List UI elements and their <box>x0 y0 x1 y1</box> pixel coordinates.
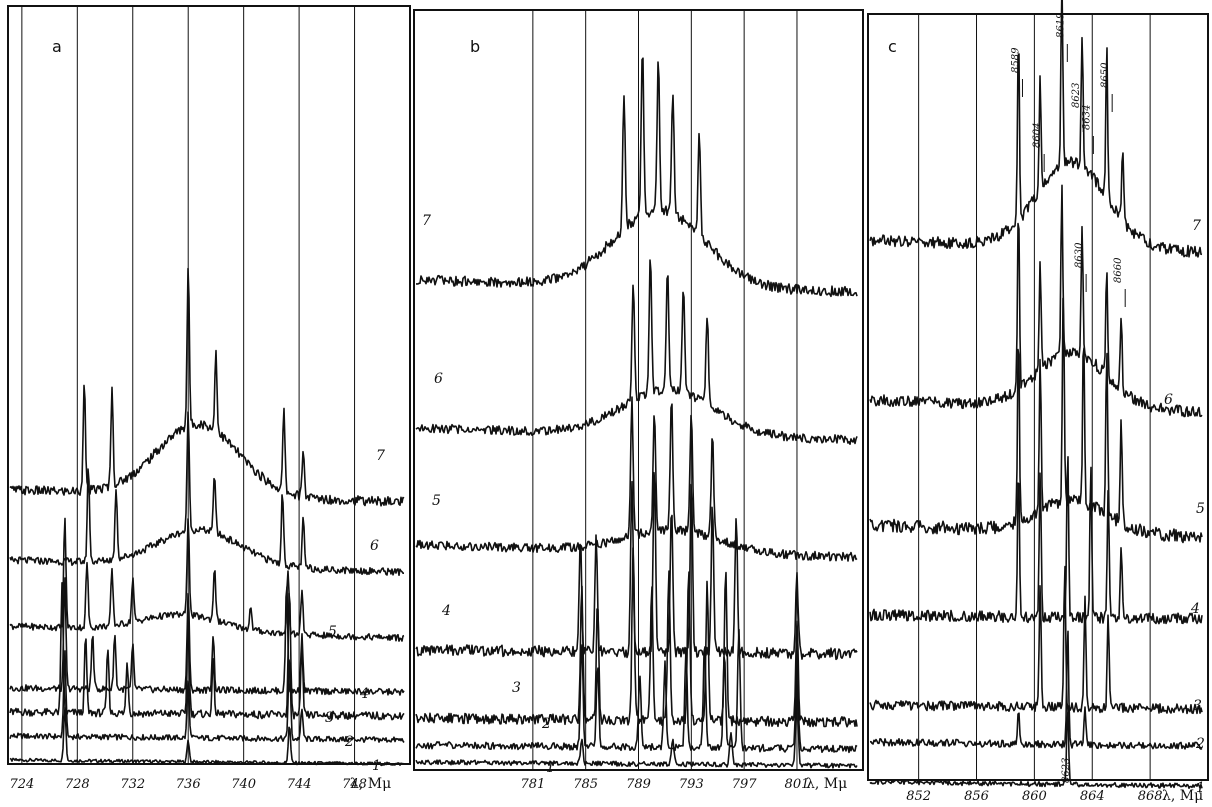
trace-line-1 <box>415 684 858 769</box>
trace-label: 3 <box>512 680 521 696</box>
x-tick-label: 797 <box>732 777 758 792</box>
trace-label: 1 <box>546 760 555 776</box>
trace-line-5 <box>415 396 858 562</box>
peak-wavelength-label: 8650 <box>1100 62 1111 88</box>
x-tick-label: 852 <box>906 789 931 804</box>
x-axis-label: λ, Mμ <box>350 776 391 792</box>
trace-line-3 <box>869 565 1203 715</box>
peak-wavelength-label: 8589 <box>1010 47 1021 73</box>
trace-line-7 <box>9 267 405 507</box>
x-tick-label: 744 <box>287 777 312 792</box>
peak-wavelength-label: 8660 <box>1113 257 1124 283</box>
trace-label: 7 <box>376 448 385 464</box>
panel-c: 852 856 860 864 868 λ, Mμ c 1 2 3 4 5 6 7 8589 8604 8619… <box>867 0 1209 804</box>
panel-letter: c <box>888 37 897 56</box>
trace-label: 6 <box>434 371 443 387</box>
x-tick-label: 740 <box>231 777 256 792</box>
x-tick-label: 860 <box>1022 789 1047 804</box>
panel-c-frame <box>867 13 1209 781</box>
trace-label: 3 <box>1193 698 1202 714</box>
trace-label: 5 <box>432 493 441 509</box>
panel-letter: b <box>470 37 480 56</box>
x-tick-label: 724 <box>9 777 34 792</box>
trace-line-7 <box>416 57 858 298</box>
trace-label: 1 <box>1196 780 1205 796</box>
x-axis-label: λ, Mμ <box>806 776 847 792</box>
peak-wavelength-label: 8604 <box>1032 123 1043 148</box>
x-tick-label: 785 <box>573 777 598 792</box>
trace-line-1 <box>869 709 1203 790</box>
x-tick-label: 728 <box>65 777 90 792</box>
trace-label: 4 <box>441 603 451 619</box>
peak-wavelength-label: 8634 <box>1081 105 1092 130</box>
trace-line-6 <box>869 184 1203 418</box>
trace-line-5 <box>869 297 1203 544</box>
peak-wavelength-label: 8619 <box>1055 12 1066 38</box>
trace-label: 3 <box>325 710 334 726</box>
trace-label: 2 <box>344 734 354 750</box>
x-tick-label: 864 <box>1080 789 1105 804</box>
x-tick-label: 789 <box>626 777 651 792</box>
trace-label: 2 <box>1195 736 1205 752</box>
trace-label: 4 <box>1190 601 1200 617</box>
trace-line-5 <box>9 517 405 642</box>
trace-line-3 <box>415 547 858 728</box>
x-tick-label: 732 <box>120 777 145 792</box>
panel-letter: a <box>52 37 62 56</box>
peak-wavelength-label: 8630 <box>1074 242 1085 268</box>
panel-a-frame <box>7 5 411 765</box>
x-tick-label: 801 <box>785 777 810 792</box>
trace-line-2 <box>9 650 405 744</box>
trace-line-1 <box>9 706 405 767</box>
trace-line-4 <box>9 577 405 696</box>
trace-label: 5 <box>1196 501 1205 517</box>
x-tick-label: 748 <box>342 777 367 792</box>
peak-wavelength-label: 8623 <box>1071 83 1082 108</box>
peak-wavelength-label: 8623 <box>1061 758 1072 783</box>
trace-line-4 <box>415 471 858 661</box>
trace-label: 7 <box>1192 218 1201 234</box>
trace-line-4 <box>869 455 1203 625</box>
x-tick-label: 856 <box>964 789 989 804</box>
trace-line-2 <box>415 628 858 754</box>
trace-label: 4 <box>359 686 369 702</box>
trace-label: 7 <box>422 213 431 229</box>
trace-line-7 <box>869 0 1203 258</box>
trace-label: 6 <box>370 538 379 554</box>
trace-line-3 <box>9 581 405 721</box>
x-tick-label: 736 <box>176 777 201 792</box>
trace-line-6 <box>415 259 858 446</box>
trace-label: 1 <box>372 758 381 774</box>
trace-label: 5 <box>328 624 337 640</box>
trace-line-2 <box>869 630 1203 750</box>
x-tick-label: 781 <box>520 777 545 792</box>
trace-line-6 <box>9 411 404 577</box>
trace-label: 6 <box>1164 392 1173 408</box>
trace-label: 2 <box>541 716 551 732</box>
x-tick-label: 793 <box>679 777 704 792</box>
x-tick-label: 868 <box>1138 789 1163 804</box>
x-axis-label: λ, Mμ <box>1162 788 1203 804</box>
